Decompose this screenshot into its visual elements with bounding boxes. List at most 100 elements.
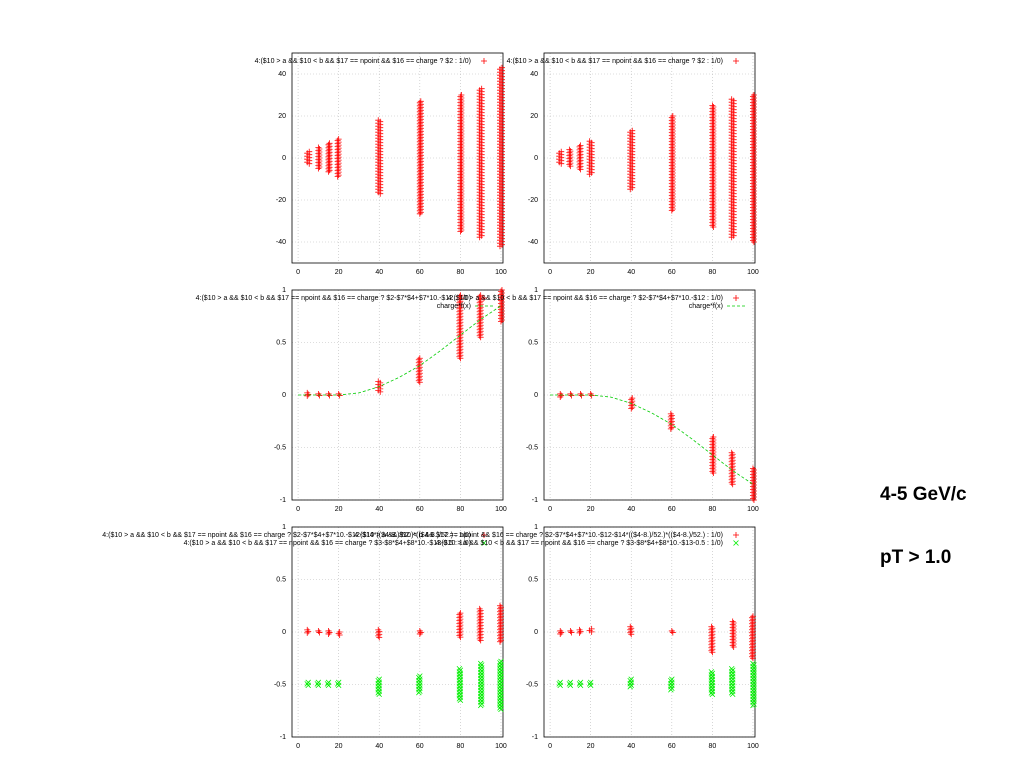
point-cluster [315,390,323,399]
x-tick-label: 60 [416,506,424,513]
fit-curve [298,305,502,396]
x-tick-label: 100 [747,506,759,513]
y-tick-label: -0.5 [526,444,538,451]
x-tick-label: 80 [456,269,464,276]
x-tick-label: 60 [668,506,676,513]
point-cluster [708,669,716,698]
x-tick-label: 20 [587,506,595,513]
x-tick-label: 0 [548,743,552,750]
point-cluster [586,679,594,689]
y-tick-label: 0.5 [276,339,286,346]
x-tick-label: 40 [627,506,635,513]
point-cluster [566,146,574,170]
point-cluster [709,102,717,230]
point-cluster [497,287,505,325]
point-cluster [627,127,636,193]
legend-swatch [733,532,739,538]
y-tick-label: 40 [530,71,538,78]
point-cluster [304,389,312,399]
y-tick-label: -0.5 [274,681,286,688]
x-tick-label: 40 [375,743,383,750]
point-cluster [325,627,333,637]
y-tick-label: -1 [280,734,286,741]
point-cluster [375,378,384,395]
point-cluster [325,140,333,175]
x-tick-label: 80 [708,506,716,513]
plot-frame [543,526,756,738]
y-tick-label: -40 [528,239,538,246]
y-tick-label: 40 [278,71,286,78]
point-cluster [416,673,423,696]
point-cluster [416,98,424,217]
point-cluster [709,434,717,476]
point-cluster [456,665,464,704]
point-cluster [586,138,595,178]
point-cluster [476,85,485,241]
x-tick-label: 0 [548,506,552,513]
x-tick-label: 0 [548,269,552,276]
y-tick-label: 1 [282,287,286,294]
y-tick-label: -1 [280,497,286,504]
legend-swatch [733,58,739,64]
plot-frame [291,289,504,501]
point-cluster [375,676,383,698]
point-cluster [335,390,343,399]
point-cluster [416,627,424,637]
y-tick-label: -20 [528,197,538,204]
point-cluster [576,142,584,173]
y-tick-label: 0.5 [528,339,538,346]
legend-label: 4:($10 > a && $10 < b && $17 == npoint &… [436,540,723,547]
legend-swatch [481,58,487,64]
x-tick-label: 60 [668,269,676,276]
point-cluster [325,390,333,399]
point-cluster [749,92,757,245]
point-cluster [375,626,383,641]
plot-frame [291,526,504,738]
point-cluster [628,395,636,412]
point-cluster [334,136,342,180]
legend-label: 4:($10 > a && $10 < b && $17 == npoint &… [507,58,723,65]
y-tick-label: -0.5 [274,444,286,451]
x-tick-label: 20 [335,743,343,750]
x-tick-label: 100 [747,269,759,276]
point-cluster [557,390,565,400]
y-tick-label: 0.5 [276,576,286,583]
point-cluster [314,679,322,689]
point-cluster [456,292,464,362]
point-cluster [456,610,464,641]
point-cluster [557,627,565,637]
plot-frame [543,289,756,501]
point-cluster [586,625,595,635]
point-cluster [315,627,323,636]
x-tick-label: 40 [627,269,635,276]
y-tick-label: -40 [276,239,286,246]
point-cluster [324,679,332,689]
y-tick-label: -1 [532,497,538,504]
y-tick-label: 0 [282,392,286,399]
legend-swatch [733,540,739,546]
legend-label: 4:($10 > a && $10 < b && $17 == npoint &… [196,295,471,302]
point-cluster [375,117,384,197]
point-cluster [457,92,465,235]
y-tick-label: 0 [534,155,538,162]
point-cluster [304,626,312,636]
y-tick-label: 0 [534,392,538,399]
x-tick-label: 100 [495,269,507,276]
point-cluster [315,144,323,172]
point-cluster [476,292,484,341]
point-cluster [304,679,312,689]
point-cluster [334,679,342,689]
y-tick-label: 0.5 [528,576,538,583]
y-tick-label: 1 [534,524,538,531]
legend-swatch [481,532,487,538]
x-tick-label: 0 [296,269,300,276]
point-cluster [476,605,484,644]
y-tick-label: 20 [278,113,286,120]
x-tick-label: 80 [708,269,716,276]
point-cluster [335,629,343,638]
legend-swatch [481,540,487,546]
point-cluster [566,679,574,689]
x-tick-label: 20 [587,743,595,750]
legend-swatch [733,295,739,301]
